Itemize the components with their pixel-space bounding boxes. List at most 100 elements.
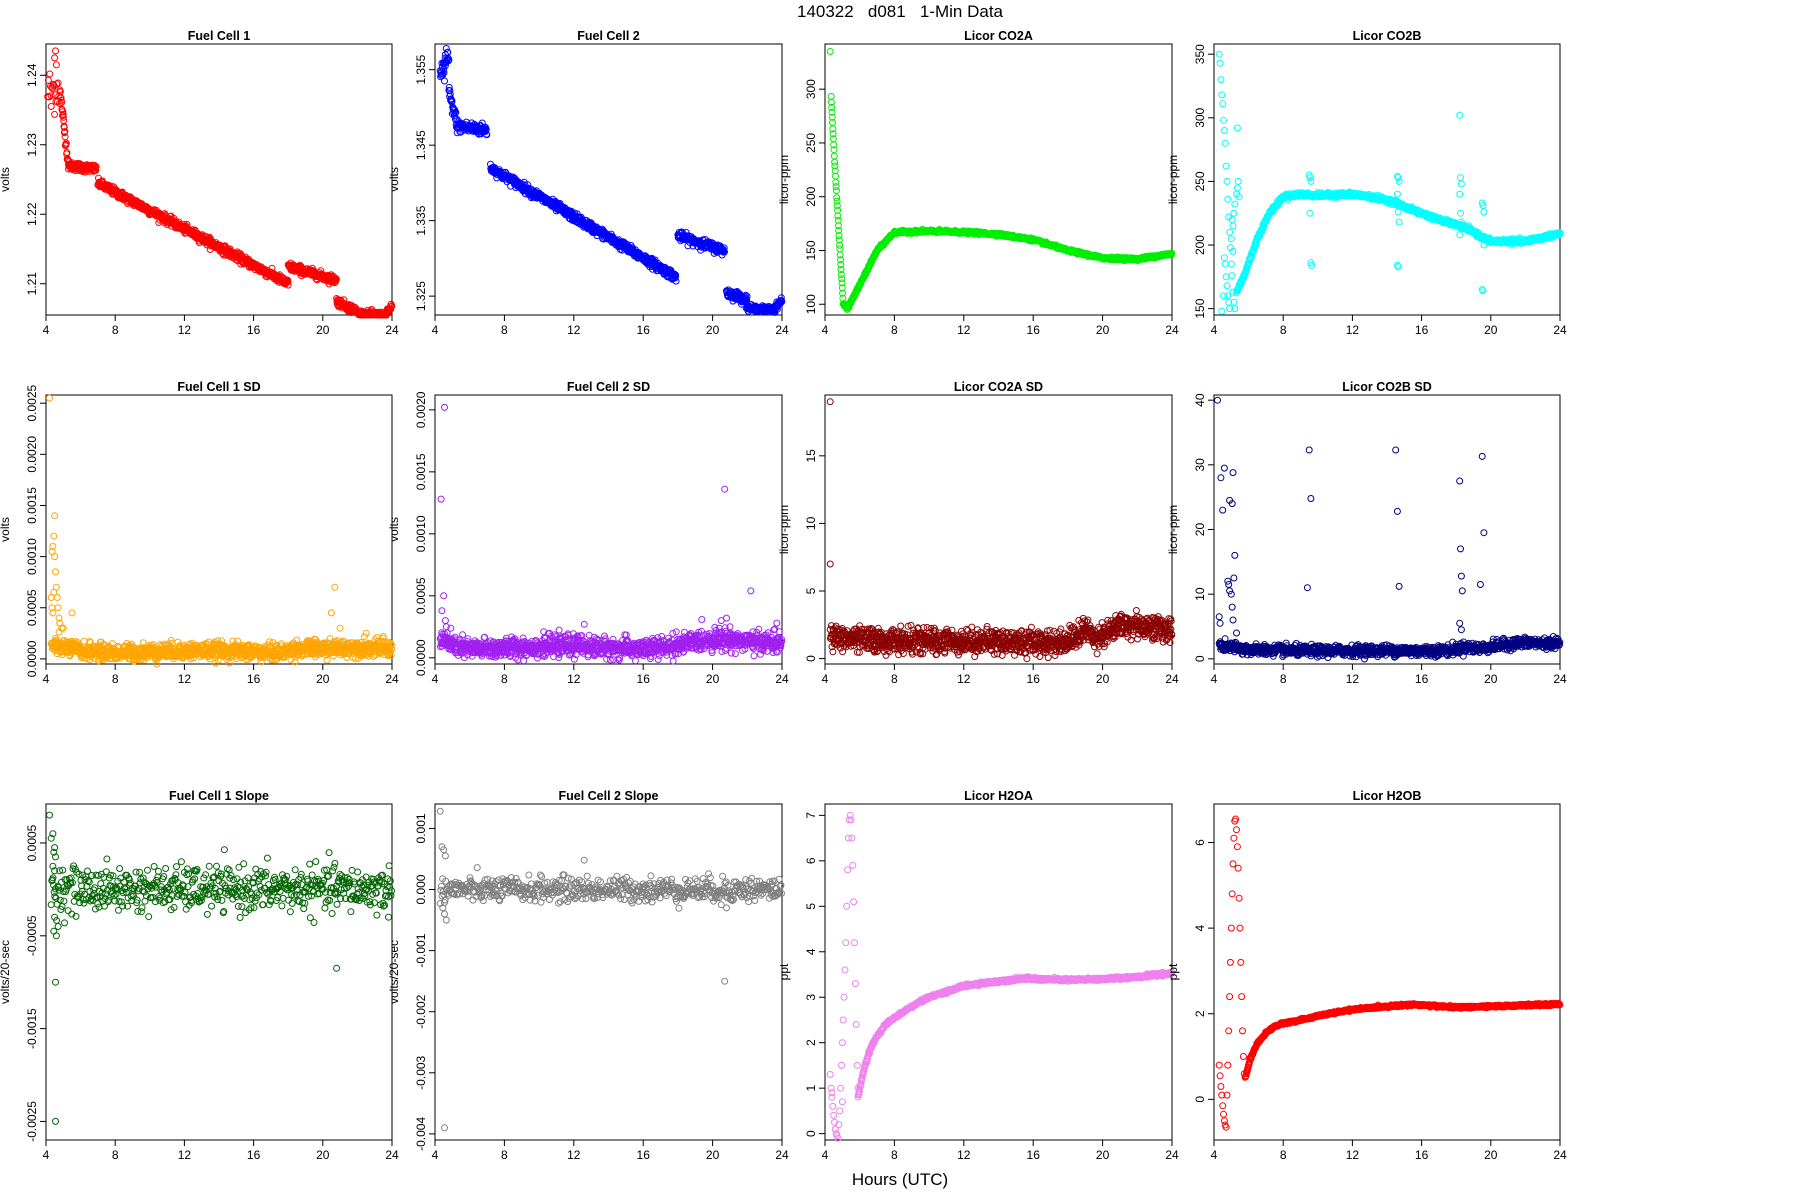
- panel-5: Fuel Cell 1 SD4 8 12 16 20 240.00000.00050.00…: [0, 380, 399, 686]
- data-point: [442, 45, 450, 52]
- y-tick-label: 1.335: [414, 205, 428, 235]
- data-point: [284, 278, 292, 286]
- y-tick-label: 1.23: [25, 133, 39, 157]
- data-point: [1394, 208, 1402, 216]
- x-tick-label: 24: [385, 672, 399, 686]
- x-tick-label: 20: [316, 323, 330, 337]
- data-point: [1219, 100, 1227, 108]
- data-point: [54, 79, 62, 87]
- data-point: [1221, 260, 1229, 268]
- y-tick-label: 1.355: [414, 54, 428, 84]
- data-point: [1217, 76, 1225, 84]
- data-point: [1227, 235, 1235, 243]
- panel-title: Fuel Cell 2: [577, 29, 640, 43]
- y-tick-label: 150: [804, 240, 818, 260]
- data-series: [1215, 50, 1564, 315]
- x-tick-label: 12: [567, 323, 581, 337]
- y-tick-label: 1.345: [414, 130, 428, 160]
- y-tick-label: 0.0015: [25, 487, 39, 524]
- plot-frame: [45, 394, 393, 665]
- data-point: [1216, 59, 1224, 67]
- x-tick-label: 16: [247, 672, 261, 686]
- x-tick-label: 24: [385, 323, 399, 337]
- x-tick-label: 16: [637, 323, 651, 337]
- data-series: [826, 48, 1176, 313]
- data-point: [1231, 200, 1239, 208]
- data-point: [47, 92, 55, 100]
- data-point: [53, 80, 61, 88]
- data-point: [62, 139, 70, 147]
- data-point: [59, 113, 67, 121]
- x-tick-label: 12: [178, 323, 192, 337]
- x-axis: 4 8 12 16 20 24: [432, 315, 789, 337]
- x-tick-label: 8: [501, 323, 508, 337]
- data-point: [834, 206, 842, 214]
- x-tick-label: 4: [1211, 323, 1218, 337]
- y-axis-label: volts: [0, 517, 12, 542]
- data-point: [1229, 222, 1237, 230]
- data-point: [332, 275, 340, 283]
- data-series: [46, 394, 396, 668]
- y-tick-label: 150: [1193, 298, 1207, 318]
- y-tick-label: 1.21: [25, 272, 39, 296]
- data-point: [1234, 177, 1242, 185]
- x-tick-label: 12: [957, 323, 971, 337]
- data-point: [830, 152, 838, 160]
- x-tick-label: 8: [112, 672, 119, 686]
- x-tick-label: 16: [1027, 323, 1041, 337]
- x-tick-label: 8: [891, 323, 898, 337]
- data-point: [284, 281, 292, 289]
- plot-frame: [824, 43, 1173, 316]
- y-axis-label: volts: [0, 167, 12, 192]
- x-tick-label: 16: [1415, 323, 1429, 337]
- data-point: [1456, 190, 1464, 198]
- data-point: [1233, 124, 1241, 132]
- data-point: [1480, 208, 1488, 216]
- data-point: [1223, 282, 1231, 290]
- y-tick-label: 250: [804, 133, 818, 153]
- x-tick-label: 12: [1346, 323, 1360, 337]
- data-point: [1222, 162, 1230, 170]
- data-point: [1456, 231, 1464, 239]
- data-point: [1393, 190, 1401, 198]
- data-point: [832, 187, 840, 195]
- x-tick-label: 12: [178, 672, 192, 686]
- data-point: [1456, 111, 1464, 119]
- data-point: [47, 103, 55, 110]
- data-point: [92, 163, 100, 171]
- data-point: [826, 48, 834, 55]
- data-point: [1221, 139, 1229, 147]
- panel-title: Fuel Cell 1 SD: [177, 380, 260, 394]
- data-point: [51, 54, 59, 62]
- panel-title: Licor CO2B: [1353, 29, 1422, 43]
- y-axis-label: licor-ppm: [777, 155, 791, 204]
- x-axis: 4 8 12 16 20 24: [43, 664, 399, 686]
- y-axis-label: volts: [387, 167, 401, 192]
- data-point: [1220, 292, 1227, 300]
- data-point: [1228, 272, 1236, 280]
- y-tick-label: 300: [804, 79, 818, 99]
- data-point: [1223, 177, 1231, 185]
- x-tick-label: 4: [43, 672, 50, 686]
- y-tick-label: 1.24: [25, 63, 39, 87]
- data-point: [1457, 209, 1464, 217]
- data-point: [1220, 127, 1228, 134]
- data-series: [44, 47, 396, 319]
- data-point: [80, 637, 88, 645]
- panel-title: Licor CO2A: [964, 29, 1033, 43]
- x-tick-label: 24: [775, 323, 789, 337]
- data-point: [49, 80, 57, 88]
- y-tick-label: 250: [1193, 171, 1207, 191]
- data-point: [1227, 260, 1235, 268]
- x-tick-label: 20: [1096, 323, 1110, 337]
- x-tick-label: 8: [112, 323, 119, 337]
- data-point: [1230, 209, 1238, 217]
- x-tick-label: 4: [43, 323, 50, 337]
- panel-title: Fuel Cell 1: [188, 29, 251, 43]
- x-tick-label: 24: [1553, 323, 1567, 337]
- data-point: [60, 123, 68, 131]
